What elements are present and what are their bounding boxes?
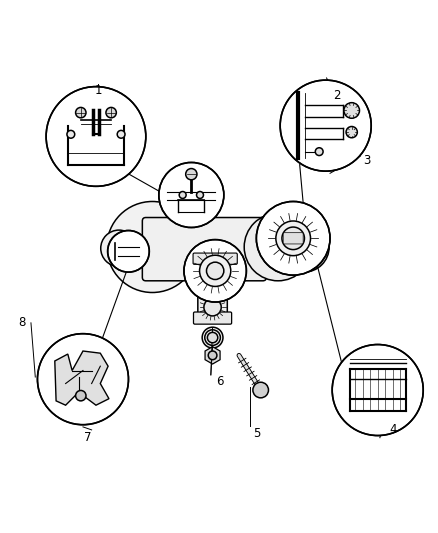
- Circle shape: [281, 227, 304, 249]
- Polygon shape: [205, 346, 219, 364]
- Circle shape: [290, 233, 317, 261]
- Circle shape: [67, 131, 74, 138]
- Circle shape: [208, 351, 216, 360]
- FancyBboxPatch shape: [198, 264, 227, 319]
- Circle shape: [207, 333, 217, 343]
- Circle shape: [106, 201, 198, 293]
- Circle shape: [46, 87, 145, 187]
- Circle shape: [314, 148, 322, 156]
- Circle shape: [107, 231, 149, 272]
- Circle shape: [343, 103, 359, 118]
- Circle shape: [275, 221, 310, 256]
- Circle shape: [196, 191, 203, 198]
- Circle shape: [106, 108, 116, 118]
- Text: 6: 6: [215, 375, 223, 388]
- Circle shape: [117, 131, 125, 138]
- Circle shape: [199, 255, 230, 286]
- FancyBboxPatch shape: [283, 233, 303, 244]
- Circle shape: [345, 126, 357, 138]
- Circle shape: [202, 327, 223, 348]
- Circle shape: [37, 334, 128, 425]
- FancyBboxPatch shape: [142, 217, 266, 281]
- Circle shape: [75, 108, 86, 118]
- Circle shape: [203, 298, 221, 316]
- FancyBboxPatch shape: [193, 253, 237, 264]
- Polygon shape: [55, 351, 109, 405]
- Text: 2: 2: [332, 89, 339, 102]
- Text: 8: 8: [18, 317, 26, 329]
- Text: 1: 1: [94, 84, 102, 98]
- Text: 5: 5: [252, 427, 259, 440]
- Circle shape: [332, 344, 422, 435]
- Circle shape: [206, 262, 223, 279]
- Circle shape: [75, 391, 86, 401]
- Circle shape: [252, 382, 268, 398]
- Text: 4: 4: [388, 423, 396, 435]
- Circle shape: [256, 201, 329, 275]
- Text: 7: 7: [83, 431, 91, 444]
- Circle shape: [279, 80, 371, 171]
- Circle shape: [179, 191, 186, 198]
- Circle shape: [185, 168, 197, 180]
- Circle shape: [278, 222, 328, 272]
- Circle shape: [100, 230, 137, 266]
- Circle shape: [159, 163, 223, 228]
- Text: 3: 3: [362, 154, 370, 167]
- FancyBboxPatch shape: [193, 312, 231, 324]
- Circle shape: [184, 240, 246, 302]
- Circle shape: [244, 213, 311, 281]
